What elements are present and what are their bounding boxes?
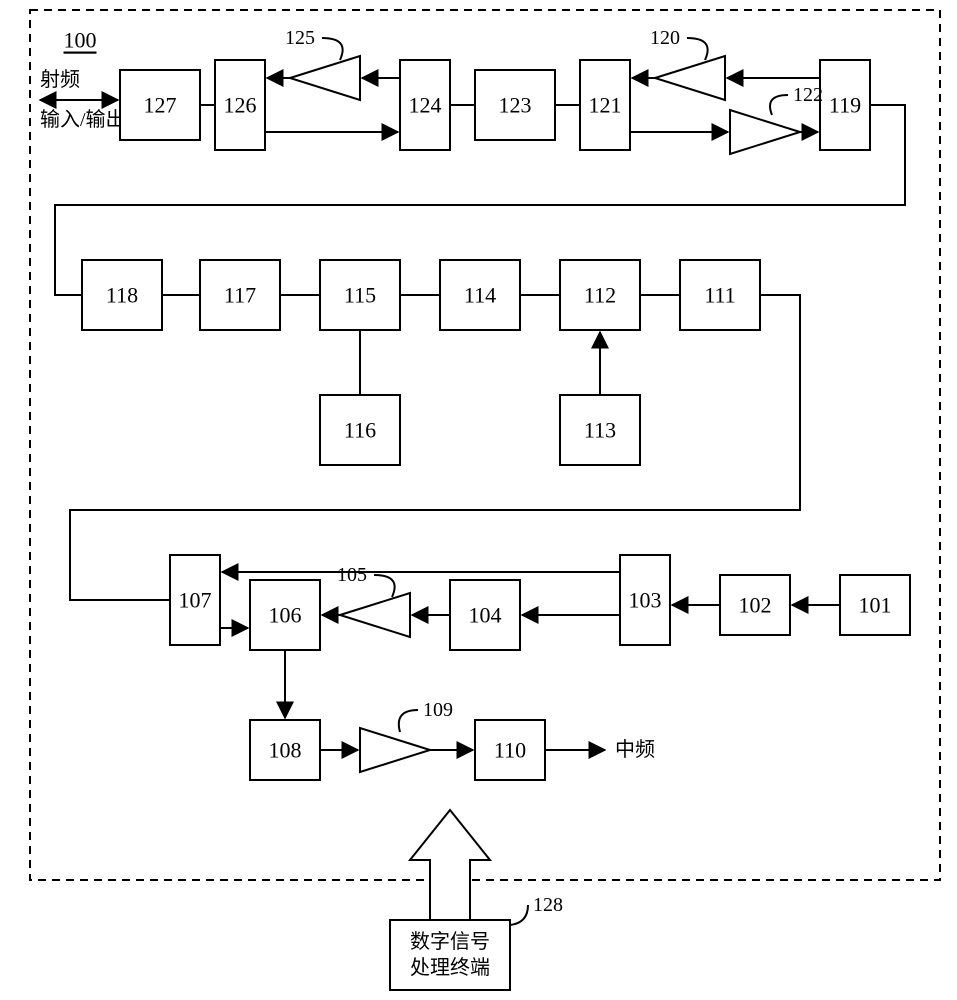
svg-text:116: 116 bbox=[344, 418, 376, 443]
svg-text:115: 115 bbox=[344, 283, 376, 308]
block-102: 102 bbox=[720, 575, 790, 635]
block-113: 113 bbox=[560, 395, 640, 465]
block-107: 107 bbox=[170, 555, 220, 645]
block-111: 111 bbox=[680, 260, 760, 330]
svg-text:104: 104 bbox=[469, 603, 502, 628]
rf-io-label-2: 输入/输出 bbox=[40, 108, 126, 131]
block-110: 110 bbox=[475, 720, 545, 780]
svg-text:113: 113 bbox=[584, 418, 616, 443]
block-117: 117 bbox=[200, 260, 280, 330]
svg-text:106: 106 bbox=[269, 603, 302, 628]
amp-109: 109 bbox=[360, 699, 453, 772]
block-123: 123 bbox=[475, 70, 555, 140]
block-127: 127 bbox=[120, 70, 200, 140]
block-101: 101 bbox=[840, 575, 910, 635]
svg-text:119: 119 bbox=[829, 93, 861, 118]
block-103: 103 bbox=[620, 555, 670, 645]
svg-text:125: 125 bbox=[285, 27, 315, 49]
amp-122: 122 bbox=[730, 84, 823, 154]
svg-text:117: 117 bbox=[224, 283, 256, 308]
svg-text:124: 124 bbox=[409, 93, 442, 118]
block-104: 104 bbox=[450, 580, 520, 650]
svg-text:处理终端: 处理终端 bbox=[410, 956, 490, 979]
amp-105: 105 bbox=[337, 564, 410, 637]
module-title: 100 bbox=[64, 28, 97, 53]
svg-text:112: 112 bbox=[584, 283, 616, 308]
block-108: 108 bbox=[250, 720, 320, 780]
svg-text:127: 127 bbox=[144, 93, 177, 118]
svg-text:数字信号: 数字信号 bbox=[410, 930, 490, 953]
block-128: 数字信号 处理终端 128 bbox=[390, 894, 563, 990]
svg-text:109: 109 bbox=[423, 699, 453, 721]
block-114: 114 bbox=[440, 260, 520, 330]
svg-text:122: 122 bbox=[793, 84, 823, 106]
svg-text:126: 126 bbox=[224, 93, 257, 118]
svg-text:110: 110 bbox=[494, 738, 526, 763]
rf-io-label-1: 射频 bbox=[40, 68, 80, 91]
block-126: 126 bbox=[215, 60, 265, 150]
block-121: 121 bbox=[580, 60, 630, 150]
svg-text:118: 118 bbox=[106, 283, 138, 308]
svg-text:105: 105 bbox=[337, 564, 367, 586]
svg-text:101: 101 bbox=[859, 593, 892, 618]
block-106: 106 bbox=[250, 580, 320, 650]
block-124: 124 bbox=[400, 60, 450, 150]
svg-text:102: 102 bbox=[739, 593, 772, 618]
block-115: 115 bbox=[320, 260, 400, 330]
svg-text:111: 111 bbox=[704, 283, 735, 308]
if-out-label: 中频 bbox=[615, 738, 655, 761]
block-118: 118 bbox=[82, 260, 162, 330]
svg-text:114: 114 bbox=[464, 283, 496, 308]
svg-text:108: 108 bbox=[269, 738, 302, 763]
svg-text:121: 121 bbox=[589, 93, 622, 118]
svg-text:123: 123 bbox=[499, 93, 532, 118]
block-119: 119 bbox=[820, 60, 870, 150]
block-diagram: 100 射频 输入/输出 127 126 124 123 121 119 118… bbox=[0, 0, 957, 1000]
block-116: 116 bbox=[320, 395, 400, 465]
dsp-arrow bbox=[410, 810, 490, 920]
rf-io-port: 射频 输入/输出 bbox=[40, 68, 126, 131]
amp-120: 120 bbox=[650, 27, 725, 100]
amp-125: 125 bbox=[285, 27, 360, 100]
svg-text:103: 103 bbox=[629, 588, 662, 613]
svg-text:128: 128 bbox=[533, 894, 563, 916]
block-112: 112 bbox=[560, 260, 640, 330]
svg-text:107: 107 bbox=[179, 588, 212, 613]
svg-text:120: 120 bbox=[650, 27, 680, 49]
